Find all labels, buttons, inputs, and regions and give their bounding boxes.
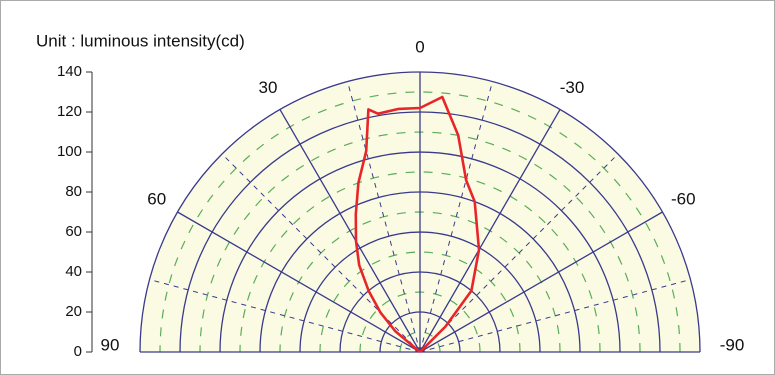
minor-grid-circle	[159, 91, 681, 353]
minor-grid-radial	[221, 153, 421, 353]
minor-grid-radial	[149, 279, 421, 353]
angle-label: 0	[415, 37, 424, 56]
angle-label: -60	[671, 189, 696, 208]
grid-radial	[279, 109, 421, 353]
minor-grid-circle	[399, 331, 441, 353]
minor-grid-radial	[347, 81, 421, 353]
angle-label: 60	[147, 189, 166, 208]
grid-radial	[419, 211, 663, 353]
y-tick-label: 120	[57, 103, 82, 120]
grid-radial	[419, 109, 561, 353]
angle-label: 30	[259, 78, 278, 97]
y-tick-label: 60	[65, 223, 82, 240]
chart-title: Unit : luminous intensity(cd)	[36, 31, 245, 50]
angle-label: -90	[720, 335, 745, 354]
y-tick-label: 40	[65, 263, 82, 280]
y-tick-label: 140	[57, 63, 82, 80]
y-tick-label: 20	[65, 303, 82, 320]
angle-label: -30	[560, 78, 585, 97]
y-tick-label: 100	[57, 143, 82, 160]
minor-grid-radial	[419, 81, 493, 353]
minor-grid-radial	[419, 153, 619, 353]
grid-radial	[177, 211, 421, 353]
y-tick-label: 80	[65, 183, 82, 200]
minor-grid-radial	[419, 279, 691, 353]
intensity-curve	[354, 95, 481, 353]
angle-label: 90	[101, 335, 120, 354]
y-tick-label: 0	[74, 343, 82, 360]
